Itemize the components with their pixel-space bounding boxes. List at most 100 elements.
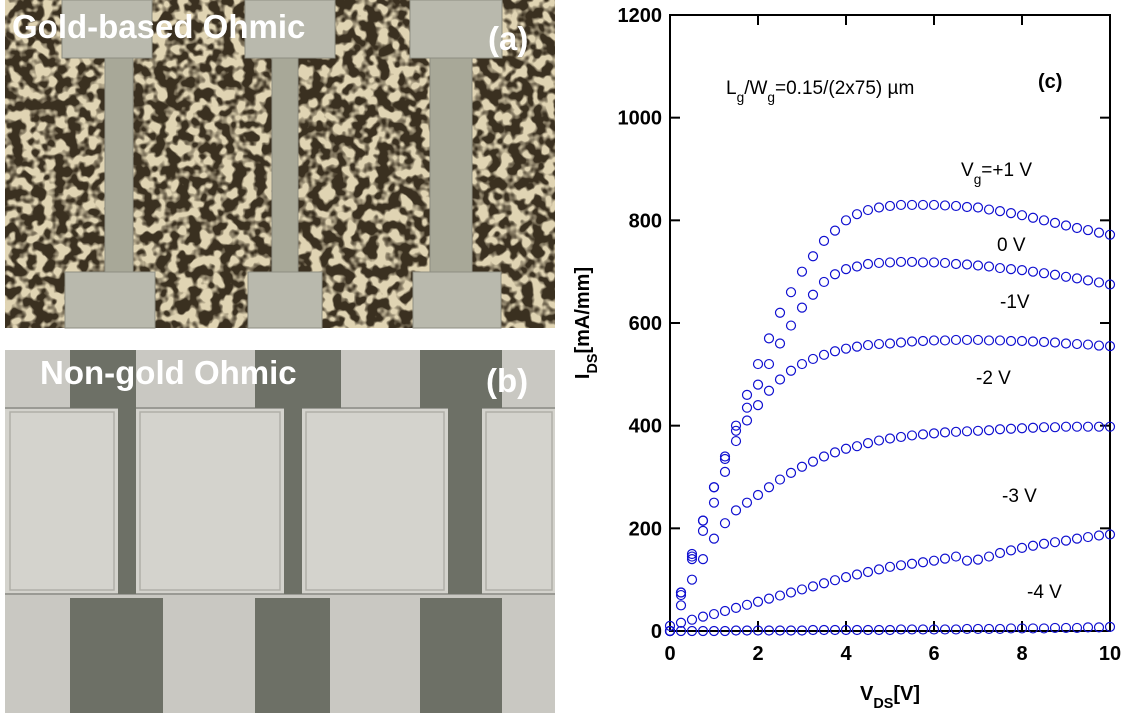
marker — [928, 555, 940, 566]
marker — [983, 204, 995, 215]
marker — [972, 425, 984, 436]
marker — [983, 261, 995, 272]
marker — [884, 433, 896, 444]
marker — [840, 343, 852, 354]
marker — [697, 525, 709, 537]
marker — [818, 624, 830, 636]
marker — [917, 624, 929, 635]
marker — [961, 426, 973, 437]
marker — [983, 551, 995, 562]
marker — [730, 625, 742, 636]
marker — [1060, 421, 1072, 432]
marker — [895, 624, 907, 635]
marker — [686, 574, 698, 585]
marker — [1016, 265, 1028, 276]
marker — [972, 202, 984, 213]
text-part: -1V — [1000, 292, 1030, 313]
series — [664, 256, 1116, 637]
marker — [1082, 421, 1094, 432]
marker — [807, 581, 819, 592]
marker — [829, 447, 841, 458]
marker — [983, 623, 995, 635]
marker — [686, 548, 698, 560]
x-tick-label: 0 — [664, 643, 675, 665]
marker — [994, 262, 1006, 274]
marker — [994, 623, 1006, 635]
marker — [664, 620, 676, 631]
marker — [697, 625, 709, 637]
marker — [906, 336, 918, 347]
text-part: =+1 V — [981, 160, 1032, 181]
marker — [686, 614, 698, 625]
marker — [1016, 423, 1028, 434]
y-tick-label: 800 — [629, 210, 662, 232]
marker — [895, 337, 907, 348]
marker — [752, 358, 764, 370]
marker — [697, 515, 709, 526]
marker — [1027, 623, 1039, 634]
marker — [1104, 341, 1116, 352]
marker — [928, 257, 940, 268]
marker — [1027, 266, 1039, 277]
marker — [818, 578, 830, 589]
marker — [774, 590, 786, 601]
y-tick-label: 400 — [629, 416, 662, 438]
marker — [928, 428, 940, 439]
marker — [906, 430, 918, 441]
marker — [873, 435, 885, 446]
marker — [1049, 337, 1061, 348]
marker — [829, 624, 841, 636]
text-part: DS — [873, 696, 893, 712]
marker — [1005, 545, 1017, 556]
marker — [719, 451, 731, 462]
marker — [961, 555, 973, 566]
marker — [972, 260, 984, 271]
marker — [906, 256, 918, 268]
text-part: DS — [585, 353, 601, 373]
series-label: -4 V — [1027, 582, 1062, 603]
marker — [763, 625, 775, 636]
marker — [1049, 422, 1061, 433]
marker — [950, 200, 962, 212]
series-label: -3 V — [1002, 486, 1037, 507]
marker — [719, 466, 731, 477]
marker — [1082, 224, 1094, 236]
marker — [796, 461, 808, 472]
marker — [1104, 529, 1116, 540]
marker — [1071, 622, 1083, 634]
marker — [884, 338, 896, 349]
text-part: =0.15/(2x75) µm — [775, 78, 914, 99]
marker — [774, 625, 786, 636]
marker — [862, 258, 874, 270]
marker — [752, 379, 764, 390]
marker — [763, 358, 775, 370]
marker — [807, 456, 819, 467]
marker — [763, 333, 775, 344]
marker — [785, 287, 797, 298]
text-part: V — [961, 160, 974, 181]
marker — [1038, 268, 1050, 279]
marker — [1093, 277, 1105, 288]
marker — [1016, 623, 1028, 634]
text-part: L — [726, 78, 737, 99]
marker — [983, 425, 995, 436]
marker — [917, 257, 929, 268]
marker — [906, 199, 918, 211]
text-part: /W — [744, 78, 767, 99]
photo-title: Gold-based Ohmic — [12, 8, 305, 45]
marker — [796, 358, 808, 370]
marker — [1082, 275, 1094, 286]
series — [664, 529, 1116, 631]
marker — [741, 497, 753, 508]
marker — [1049, 269, 1061, 280]
y-tick-label: 600 — [629, 313, 662, 335]
marker — [928, 624, 940, 635]
marker — [862, 339, 874, 351]
marker — [1027, 422, 1039, 433]
marker — [818, 349, 830, 360]
marker — [763, 593, 775, 604]
marker — [785, 467, 797, 478]
marker — [697, 611, 709, 622]
marker — [807, 289, 819, 300]
marker — [752, 400, 764, 411]
